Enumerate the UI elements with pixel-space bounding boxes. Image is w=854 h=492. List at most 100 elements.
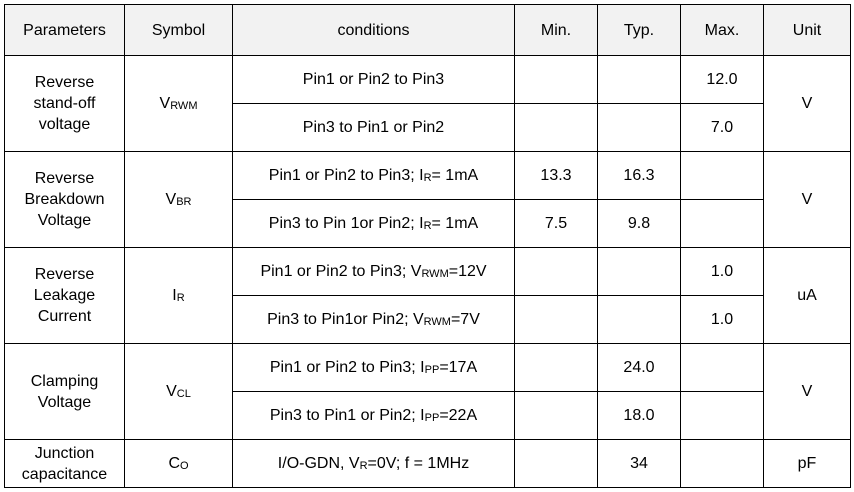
typ-cell: 9.8 [597, 199, 681, 248]
text: =22A [439, 407, 478, 424]
conditions-cell: Pin3 to Pin 1or Pin2; IR= 1mA [232, 199, 515, 248]
value: 1.0 [710, 263, 734, 280]
table-row: Reverse Leakage Current IR Pin1 or Pin2 to P… [4, 247, 851, 344]
table-row: Reverse Breakdown Voltage VBR Pin1 or Pin2 t… [4, 151, 851, 248]
value: 24.0 [623, 359, 655, 376]
typ-cell [597, 247, 681, 296]
value: 34 [630, 455, 648, 472]
min-cell [514, 55, 598, 104]
header-cell: Typ. [597, 4, 681, 56]
symbol-cell: VBR [124, 151, 233, 248]
conditions-cell: Pin1 or Pin2 to Pin3; VRWM=12V [232, 247, 515, 296]
header-cell: Symbol [124, 4, 233, 56]
value: 16.3 [623, 167, 655, 184]
subscript: O [180, 460, 189, 472]
parameter-line: Current [37, 308, 92, 325]
unit-cell: V [763, 151, 851, 248]
text: Pin1 or Pin2 to Pin3 [302, 71, 445, 88]
parameter-line: Leakage [33, 287, 96, 304]
conditions-cell: Pin1 or Pin2 to Pin3; IPP=17A [232, 343, 515, 392]
text: =7V [450, 311, 480, 328]
table-row: Pin3 to Pin1or Pin2; VRWM=7V 1.0 [5, 295, 851, 344]
typ-cell [597, 55, 681, 104]
max-cell [680, 439, 764, 488]
conditions-cell: Pin1 or Pin2 to Pin3; IR= 1mA [232, 151, 515, 200]
parameter-cell: Clamping Voltage [4, 343, 125, 440]
subscript: RWM [170, 100, 198, 112]
parameter-line: voltage [38, 116, 91, 133]
text: V [166, 383, 177, 400]
typ-cell: 18.0 [597, 391, 681, 440]
header-cell: Unit [763, 4, 851, 56]
header-cell: Min. [514, 4, 598, 56]
subscript: R [359, 460, 368, 472]
conditions-cell: Pin3 to Pin1 or Pin2 [232, 103, 515, 152]
max-cell [680, 391, 764, 440]
parameter-line: Breakdown [24, 191, 105, 208]
text: Pin1 or Pin2 to Pin3; I [269, 359, 425, 376]
text: Pin3 to Pin1 or Pin2 [302, 119, 445, 136]
max-cell: 12.0 [680, 55, 764, 104]
unit-cell: pF [763, 439, 851, 488]
parameter-line: Clamping [30, 372, 99, 390]
max-cell: 7.0 [680, 103, 764, 152]
parameter-cell: Junction capacitance [4, 439, 125, 488]
max-cell [680, 151, 764, 200]
parameter-cell: Reverse Breakdown Voltage [4, 151, 125, 248]
conditions-cell: I/O-GDN, VR=0V; f = 1MHz [232, 439, 515, 488]
subscript: CL [176, 388, 191, 400]
parameter-line: Reverse [34, 170, 95, 187]
conditions-cell: Pin3 to Pin1 or Pin2; IPP=22A [232, 391, 515, 440]
text: I [172, 287, 177, 304]
unit-cell: V [763, 343, 851, 440]
subscript: R [176, 292, 185, 304]
value: 18.0 [623, 407, 655, 424]
parameter-line: capacitance [21, 465, 108, 483]
value: 12.0 [706, 71, 738, 88]
header-cell: Parameters [4, 4, 125, 56]
text: =0V; f = 1MHz [367, 455, 470, 472]
subscript: R [423, 220, 432, 232]
typ-cell: 16.3 [597, 151, 681, 200]
min-cell: 7.5 [514, 199, 598, 248]
typ-cell [597, 295, 681, 344]
parameter-line: Voltage [37, 393, 92, 411]
text: C [168, 455, 180, 472]
value: 13.3 [540, 167, 572, 184]
text: Pin1 or Pin2 to Pin3; I [268, 167, 424, 184]
parameter-line: stand-off [33, 95, 96, 112]
max-cell: 1.0 [680, 247, 764, 296]
value: 7.0 [710, 119, 734, 136]
parameter-cell: Reverse stand-off voltage [4, 55, 125, 152]
min-cell [514, 391, 598, 440]
table-row: Pin3 to Pin 1or Pin2; IR= 1mA 7.5 9.8 [5, 199, 851, 248]
header-row: Parameters Symbol conditions Min. Typ. Max. Un… [4, 4, 851, 56]
min-cell [514, 103, 598, 152]
max-cell: 1.0 [680, 295, 764, 344]
table-row: Pin3 to Pin1 or Pin2; IPP=22A 18.0 [5, 391, 851, 440]
symbol-cell: VRWM [124, 55, 233, 152]
text: V [159, 95, 171, 112]
min-cell: 13.3 [514, 151, 598, 200]
typ-cell [597, 103, 681, 152]
value: 7.5 [544, 215, 568, 232]
table-body: Reverse stand-off voltage VRWM Pin1 or Pin2 … [4, 55, 851, 488]
symbol-cell: CO [124, 439, 233, 488]
typ-cell: 34 [597, 439, 681, 488]
parameter-line: Reverse [34, 266, 95, 283]
value: 9.8 [627, 215, 651, 232]
text: Pin3 to Pin1or Pin2; V [267, 311, 424, 328]
conditions-cell: Pin3 to Pin1or Pin2; VRWM=7V [232, 295, 515, 344]
text: V [165, 191, 177, 208]
conditions-cell: Pin1 or Pin2 to Pin3 [232, 55, 515, 104]
table-row: Junction capacitance CO I/O-GDN, VR=0V; f =… [4, 439, 851, 488]
subscript: PP [424, 364, 440, 376]
max-cell [680, 343, 764, 392]
symbol-cell: VCL [124, 343, 233, 440]
symbol-cell: IR [124, 247, 233, 344]
subscript: PP [424, 412, 440, 424]
min-cell [514, 295, 598, 344]
min-cell [514, 343, 598, 392]
max-cell [680, 199, 764, 248]
